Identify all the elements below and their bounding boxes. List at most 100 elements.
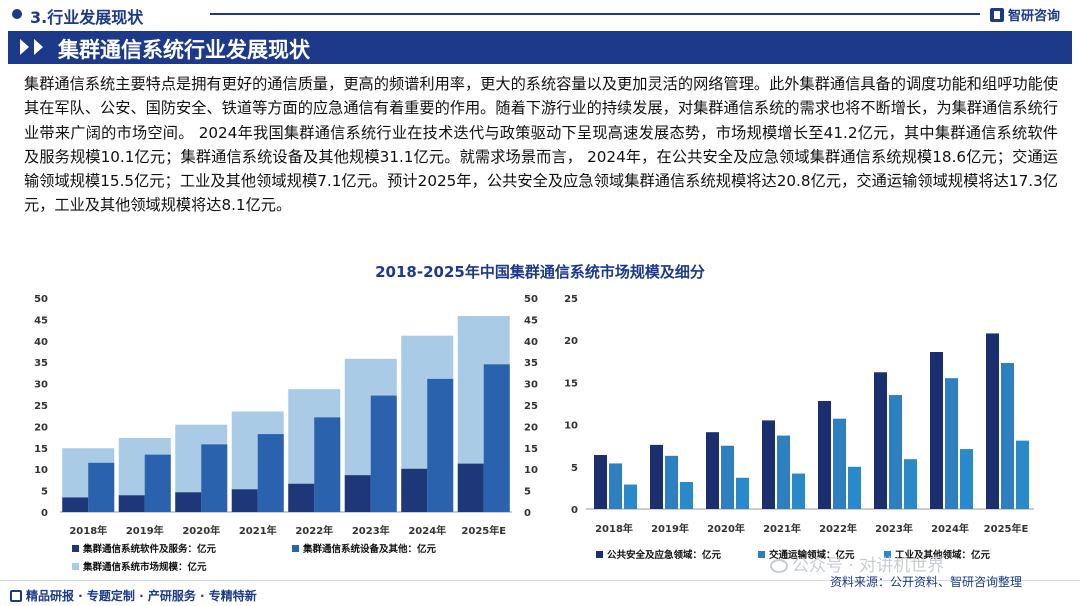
bar-public-safety [706, 432, 719, 509]
bar-equipment-other [483, 364, 510, 512]
bar-equipment-other [257, 434, 284, 512]
y-tick-left: 15 [34, 444, 48, 455]
legend-label: 工业及其他领域：亿元 [895, 549, 991, 561]
y-tick-right-chart: 20 [564, 336, 578, 347]
bar-equipment-other [427, 378, 454, 512]
y-tick-left: 45 [34, 315, 48, 326]
page-title: 集群通信系统行业发展现状 [58, 38, 310, 62]
bar-industry [904, 459, 917, 509]
bar-software-services [118, 495, 145, 512]
bar-software-services [401, 468, 428, 512]
bar-transport [1001, 362, 1014, 509]
y-tick-right-chart: 5 [571, 463, 578, 474]
x-tick-label: 2019年 [126, 524, 164, 537]
bar-transport [721, 445, 734, 509]
y-tick-left: 20 [34, 422, 48, 433]
bar-public-safety [930, 352, 943, 509]
chart-title: 2018-2025年中国集群通信系统市场规模及细分 [375, 263, 705, 281]
bar-industry [1016, 440, 1029, 509]
bar-transport [833, 418, 846, 509]
x-tick-label: 2018年 [69, 524, 107, 537]
bullet-dot-icon [12, 9, 22, 19]
y-tick-left: 40 [34, 337, 48, 348]
x-tick-label: 2020年 [182, 524, 220, 537]
bar-public-safety [986, 333, 999, 509]
legend-swatch [72, 563, 79, 570]
bar-software-services [175, 492, 202, 512]
y-tick-right-chart: 0 [571, 505, 578, 516]
footer-divider [0, 580, 1080, 581]
legend-label: 集群通信系统软件及服务：亿元 [82, 543, 217, 555]
y-tick-left: 25 [34, 401, 48, 412]
x-tick-label: 2023年 [352, 524, 390, 537]
bar-software-services [288, 483, 315, 512]
intro-paragraph: 集群通信系统主要特点是拥有更好的通信质量，更高的频谱利用率，更大的系统容量以及更… [24, 75, 1058, 215]
brand-logo-icon [990, 8, 1004, 22]
y-tick-right: 45 [524, 315, 538, 326]
legend-swatch [292, 545, 299, 552]
legend-label: 公共安全及应急领域：亿元 [607, 549, 722, 561]
bar-transport [777, 435, 790, 509]
wechat-icon [770, 559, 788, 573]
bar-industry [680, 481, 693, 509]
legend-swatch [596, 551, 603, 558]
x-tick-label: 2022年 [819, 522, 857, 535]
x-tick-label: 2021年 [239, 524, 277, 537]
bar-industry [792, 473, 805, 509]
legend-label: 集群通信系统市场规模：亿元 [82, 561, 207, 573]
watermark-text: 公众号 · 对讲机世界 [792, 556, 945, 576]
y-tick-right-chart: 15 [564, 378, 578, 389]
y-tick-left: 5 [41, 487, 48, 498]
bar-equipment-other [144, 454, 171, 512]
bar-industry [848, 466, 861, 509]
brand-logo-text: 智研咨询 [1008, 9, 1061, 24]
bar-software-services [231, 489, 258, 512]
legend-label: 交通运输领域：亿元 [769, 549, 855, 561]
y-tick-right: 15 [524, 444, 538, 455]
footer-services: 精品研报 · 专题定制 · 产研服务 · 专精特新 [10, 587, 257, 604]
bar-equipment-other [88, 462, 115, 512]
brand-logo: 智研咨询 [990, 5, 1060, 24]
y-tick-left: 0 [41, 508, 48, 519]
legend-swatch [72, 545, 79, 552]
legend-label: 集群通信系统设备及其他：亿元 [302, 543, 437, 555]
x-tick-label: 2025年E [984, 522, 1029, 535]
bar-public-safety [874, 372, 887, 509]
bar-software-services [62, 497, 89, 512]
source-note: 资料来源：公开资料、智研咨询整理 [830, 575, 1023, 589]
legend-swatch [758, 551, 765, 558]
title-banner: 集群通信系统行业发展现状 [8, 31, 1072, 64]
x-tick-label: 2025年E [461, 524, 506, 537]
top-header: 3.行业发展现状 智研咨询 [0, 0, 1080, 28]
x-tick-label: 2024年 [931, 522, 969, 535]
y-tick-right: 10 [524, 465, 538, 476]
y-tick-right-chart: 10 [564, 421, 578, 432]
bar-transport [945, 378, 958, 509]
y-tick-left: 30 [34, 380, 48, 391]
bar-equipment-other [201, 444, 228, 512]
watermark: 公众号 · 对讲机世界 [770, 551, 944, 576]
bar-public-safety [594, 454, 607, 509]
y-tick-right: 20 [524, 422, 538, 433]
bar-transport [889, 395, 902, 509]
y-tick-right-chart: 25 [564, 294, 578, 305]
bar-industry [960, 449, 973, 509]
y-tick-right: 25 [524, 401, 538, 412]
document-icon [10, 590, 22, 602]
bar-industry [736, 477, 749, 509]
y-tick-right: 35 [524, 358, 538, 369]
bar-software-services [344, 475, 371, 512]
footer-services-text: 精品研报 · 专题定制 · 产研服务 · 专精特新 [26, 589, 257, 603]
header-divider [210, 13, 980, 15]
bar-equipment-other [370, 395, 397, 512]
x-tick-label: 2018年 [595, 522, 633, 535]
bar-public-safety [762, 420, 775, 509]
y-tick-right: 30 [524, 380, 538, 391]
x-tick-label: 2019年 [651, 522, 689, 535]
chevron-right-icon [34, 39, 43, 55]
x-tick-label: 2020年 [707, 522, 745, 535]
bar-transport [609, 463, 622, 509]
y-tick-left: 10 [34, 465, 48, 476]
y-tick-right: 40 [524, 337, 538, 348]
